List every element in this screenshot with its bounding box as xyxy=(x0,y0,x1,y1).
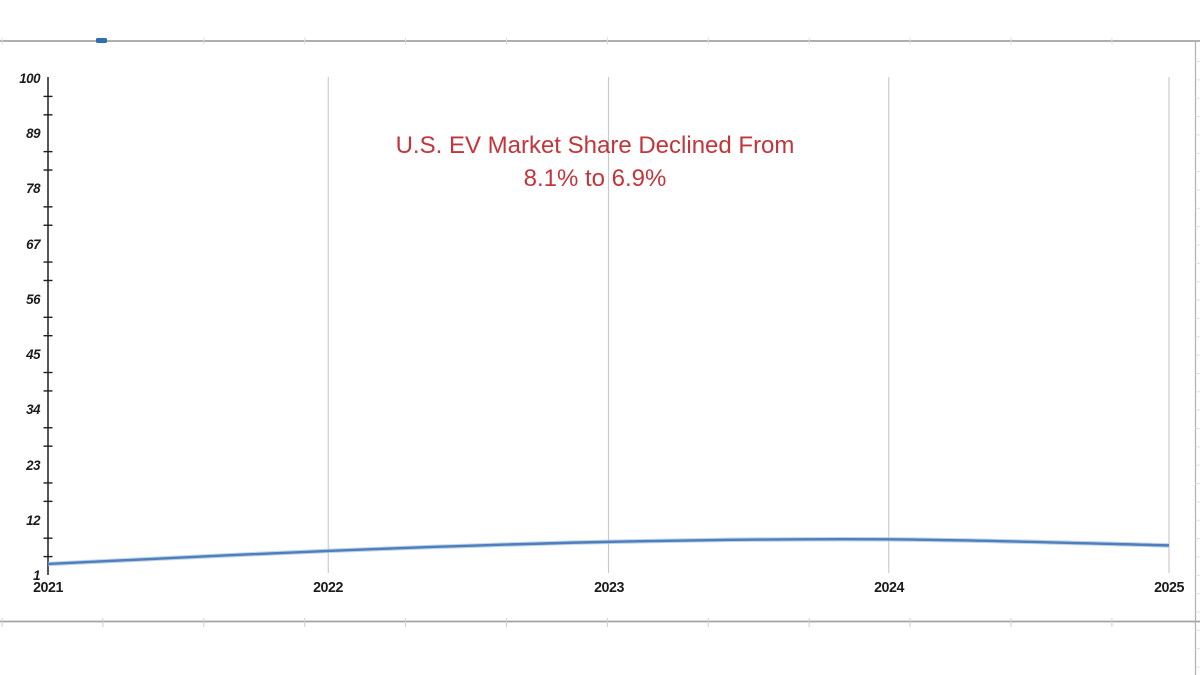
ev-share-series-line xyxy=(47,536,1170,567)
y-tick-label: 1 xyxy=(33,567,40,583)
x-tick-label: 2023 xyxy=(593,579,624,596)
chart-title: U.S. EV Market Share Declined From 8.1% … xyxy=(300,129,890,195)
selection-handle-icon[interactable] xyxy=(96,38,107,43)
x-tick-label: 2025 xyxy=(1154,579,1184,596)
series-line-core xyxy=(47,538,1170,566)
x-tick-label: 2024 xyxy=(873,579,904,596)
chart-title-line-2: 8.1% to 6.9% xyxy=(523,165,667,192)
chart-title-line-1: U.S. EV Market Share Declined From xyxy=(395,132,795,159)
y-tick-label: 23 xyxy=(26,456,40,473)
y-tick-label: 89 xyxy=(26,125,40,142)
y-tick-label: 100 xyxy=(19,70,40,86)
y-tick-label: 56 xyxy=(26,290,40,307)
y-tick-label: 67 xyxy=(26,235,40,252)
y-axis xyxy=(43,77,53,575)
outer-frame xyxy=(0,37,1200,675)
y-tick-label: 78 xyxy=(26,180,40,197)
y-tick-label: 45 xyxy=(26,346,40,363)
x-tick-label: 2021 xyxy=(33,579,63,596)
x-tick-label: 2022 xyxy=(313,579,344,596)
y-tick-label: 34 xyxy=(26,401,40,418)
y-tick-label: 12 xyxy=(26,511,40,528)
vertical-gridlines xyxy=(327,77,1170,573)
